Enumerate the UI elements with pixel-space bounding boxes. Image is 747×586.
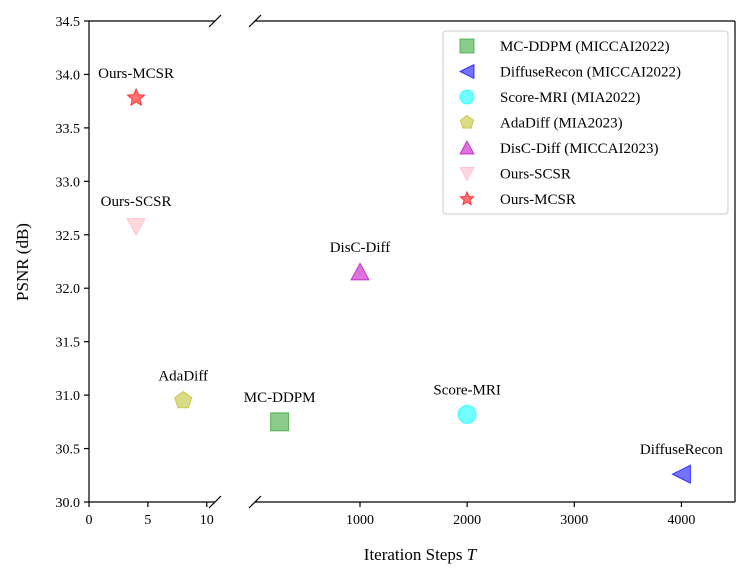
y-tick-label: 33.5 [56, 122, 81, 137]
y-tick-label: 31.0 [56, 389, 81, 404]
data-label: Score-MRI [433, 382, 501, 398]
legend-marker [459, 38, 475, 54]
x-tick-label: 0 [86, 513, 93, 528]
x-tick-label: 10 [200, 513, 214, 528]
data-label: Ours-MCSR [98, 66, 174, 82]
legend-marker [459, 190, 475, 206]
y-tick-label: 32.5 [56, 229, 81, 244]
y-tick-label: 33.0 [56, 175, 81, 190]
legend-entry: Ours-MCSR [500, 192, 576, 208]
data-point-disc-diff [350, 262, 370, 281]
y-tick-label: 34.5 [56, 15, 81, 30]
legend-marker [459, 89, 475, 105]
data-point-diffuserecon [671, 464, 691, 485]
legend-entry: Score-MRI (MIA2022) [500, 90, 640, 106]
x-tick-label: 2000 [453, 513, 481, 528]
legend-marker [458, 63, 475, 80]
data-label: AdaDiff [158, 368, 208, 384]
legend-entry: DisC-Diff (MICCAI2023) [500, 141, 658, 157]
x-tick-label: 3000 [560, 513, 588, 528]
data-label: DiffuseRecon [640, 442, 724, 458]
y-tick-label: 30.0 [56, 496, 81, 511]
legend-box [442, 30, 729, 215]
legend-entry: DiffuseRecon (MICCAI2022) [500, 65, 681, 81]
data-point-ours-scsr [126, 218, 146, 237]
legend-entry: MC-DDPM (MICCAI2022) [500, 39, 670, 55]
legend-marker [459, 139, 475, 155]
y-tick-label: 34.0 [56, 68, 81, 83]
legend-entry: AdaDiff (MIA2023) [500, 116, 623, 132]
axis-break-mark [208, 14, 222, 28]
y-tick-label: 31.5 [56, 336, 81, 351]
data-label: DisC-Diff [330, 240, 391, 256]
y-tick-label: 32.0 [56, 282, 81, 297]
axis-break-mark [248, 495, 262, 509]
data-point-adadiff [174, 390, 193, 409]
y-axis-label: PSNR (dB) [13, 223, 32, 301]
y-tick-label: 30.5 [56, 443, 81, 458]
legend-entry: Ours-SCSR [500, 167, 571, 183]
legend-marker [459, 167, 475, 182]
legend-marker [459, 114, 475, 129]
x-tick-label: 4000 [667, 513, 695, 528]
data-label: MC-DDPM [244, 390, 316, 406]
data-label: Ours-SCSR [101, 194, 172, 210]
x-tick-label: 5 [144, 513, 151, 528]
data-point-score-mri [457, 404, 477, 424]
axis-break-mark [248, 14, 262, 28]
x-axis-label: Iteration Steps T [364, 545, 478, 564]
data-point-mc-ddpm [270, 412, 290, 432]
data-point-ours-mcsr [126, 87, 146, 107]
axis-break-mark [208, 495, 222, 509]
x-tick-label: 1000 [346, 513, 374, 528]
